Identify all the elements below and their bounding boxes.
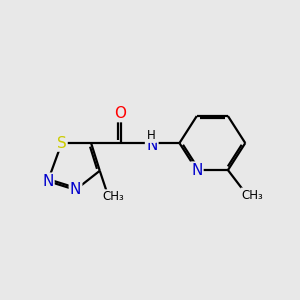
Text: N: N [70, 182, 81, 197]
Text: N: N [191, 163, 202, 178]
Text: CH₃: CH₃ [103, 190, 124, 203]
Text: O: O [115, 106, 127, 121]
Text: N: N [146, 138, 158, 153]
Text: CH₃: CH₃ [241, 188, 263, 202]
Text: H: H [147, 129, 156, 142]
Text: N: N [42, 174, 53, 189]
Text: S: S [57, 136, 67, 151]
